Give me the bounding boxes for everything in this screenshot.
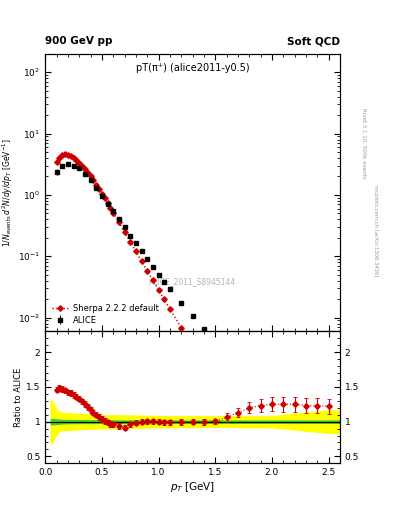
Sherpa 2.2.2 default: [77, 160, 82, 166]
Text: ALICE_2011_S8945144: ALICE_2011_S8945144: [149, 277, 236, 286]
Sherpa 2.2.2 default: [151, 278, 155, 284]
Sherpa 2.2.2 default: [57, 155, 62, 161]
Sherpa 2.2.2 default: [108, 205, 113, 211]
Sherpa 2.2.2 default: [179, 325, 184, 331]
Sherpa 2.2.2 default: [134, 248, 138, 254]
Sherpa 2.2.2 default: [235, 418, 240, 424]
Sherpa 2.2.2 default: [54, 159, 59, 165]
Sherpa 2.2.2 default: [85, 169, 90, 176]
Sherpa 2.2.2 default: [128, 239, 132, 245]
Sherpa 2.2.2 default: [71, 155, 76, 161]
Text: Soft QCD: Soft QCD: [287, 36, 340, 46]
Text: 900 GeV pp: 900 GeV pp: [45, 36, 113, 46]
Sherpa 2.2.2 default: [80, 163, 84, 169]
X-axis label: $p_T\;[\mathsf{GeV}]$: $p_T\;[\mathsf{GeV}]$: [170, 480, 215, 494]
Sherpa 2.2.2 default: [111, 209, 116, 216]
Sherpa 2.2.2 default: [224, 400, 229, 406]
Sherpa 2.2.2 default: [99, 191, 104, 197]
Sherpa 2.2.2 default: [102, 196, 107, 202]
Sherpa 2.2.2 default: [68, 153, 73, 159]
Y-axis label: Ratio to ALICE: Ratio to ALICE: [14, 368, 23, 427]
Sherpa 2.2.2 default: [116, 219, 121, 225]
Sherpa 2.2.2 default: [105, 200, 110, 206]
Sherpa 2.2.2 default: [66, 152, 70, 158]
Sherpa 2.2.2 default: [62, 151, 67, 157]
Sherpa 2.2.2 default: [162, 296, 167, 303]
Sherpa 2.2.2 default: [213, 381, 218, 387]
Sherpa 2.2.2 default: [202, 362, 206, 368]
Text: Rivet 3.1.10, 500k events: Rivet 3.1.10, 500k events: [362, 108, 367, 179]
Sherpa 2.2.2 default: [281, 494, 286, 500]
Legend: Sherpa 2.2.2 default, ALICE: Sherpa 2.2.2 default, ALICE: [50, 302, 161, 327]
Sherpa 2.2.2 default: [270, 475, 274, 481]
Sherpa 2.2.2 default: [74, 157, 79, 163]
Sherpa 2.2.2 default: [60, 153, 64, 159]
Sherpa 2.2.2 default: [122, 229, 127, 235]
Sherpa 2.2.2 default: [97, 186, 101, 193]
Y-axis label: $1/N_\mathsf{events}\,d^2N/dy/dp_T\;[\mathsf{GeV}^{-1}]$: $1/N_\mathsf{events}\,d^2N/dy/dp_T\;[\ma…: [1, 138, 15, 247]
Text: mcplots.cern.ch [arXiv:1306.3436]: mcplots.cern.ch [arXiv:1306.3436]: [373, 185, 378, 276]
Sherpa 2.2.2 default: [91, 177, 96, 183]
Sherpa 2.2.2 default: [88, 174, 93, 180]
Sherpa 2.2.2 default: [156, 287, 161, 293]
Sherpa 2.2.2 default: [83, 166, 87, 172]
Sherpa 2.2.2 default: [167, 306, 172, 312]
Sherpa 2.2.2 default: [247, 437, 252, 443]
Sherpa 2.2.2 default: [258, 456, 263, 462]
Line: Sherpa 2.2.2 default: Sherpa 2.2.2 default: [55, 153, 331, 512]
Sherpa 2.2.2 default: [190, 344, 195, 350]
Sherpa 2.2.2 default: [94, 182, 99, 188]
Text: pT(π⁺) (alice2011-y0.5): pT(π⁺) (alice2011-y0.5): [136, 63, 250, 73]
Sherpa 2.2.2 default: [139, 258, 144, 264]
Sherpa 2.2.2 default: [145, 268, 150, 274]
